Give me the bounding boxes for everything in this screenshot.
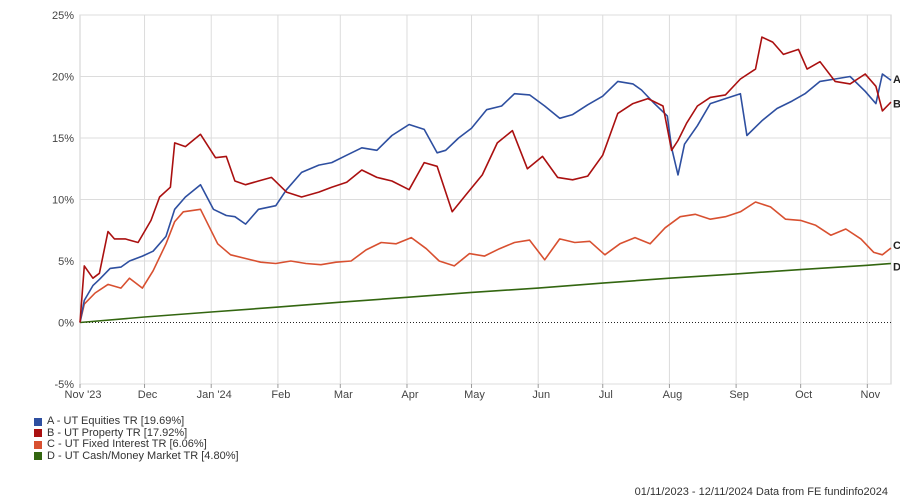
- legend-item-d: D - UT Cash/Money Market TR [4.80%]: [34, 449, 239, 463]
- x-tick-label: Oct: [795, 389, 812, 401]
- end-label-c: C: [893, 240, 900, 252]
- y-tick-label: -5%: [54, 379, 74, 391]
- data-source-footer: 01/11/2023 - 12/11/2024 Data from FE fun…: [634, 486, 888, 498]
- y-tick-label: 25%: [52, 10, 74, 22]
- x-tick-label: May: [464, 389, 485, 401]
- x-tick-label: Sep: [729, 389, 749, 401]
- series-line-a: [79, 73, 892, 323]
- x-tick-label: Nov '23: [65, 389, 102, 401]
- series-line-d: [79, 262, 892, 324]
- end-label-d: D: [893, 261, 900, 273]
- performance-chart: -5% 0% 5% 10% 15% 20% 25% Nov '23 Dec Jan '24 Feb…: [52, 10, 900, 401]
- y-tick-label: 15%: [52, 133, 74, 145]
- legend-item-c: C - UT Fixed Interest TR [6.06%]: [34, 438, 239, 451]
- legend-label-d: D - UT Cash/Money Market TR [4.80%]: [47, 449, 239, 462]
- x-tick-label: Mar: [334, 389, 353, 401]
- y-tick-label: 10%: [52, 195, 74, 207]
- legend-label-a: A - UT Equities TR [19.69%]: [47, 415, 185, 427]
- x-tick-label: Jun: [532, 389, 550, 401]
- x-tick-label: Dec: [138, 389, 158, 401]
- x-tick-label: Nov: [861, 389, 881, 401]
- x-tick-label: Apr: [401, 389, 418, 401]
- x-tick-label: Aug: [663, 389, 683, 401]
- legend-label-b: B - UT Property TR [17.92%]: [47, 426, 188, 439]
- y-tick-label: 0%: [58, 318, 74, 330]
- x-tick-label: Feb: [271, 389, 290, 401]
- series-end-labels: A B CD: [893, 74, 900, 274]
- y-tick-label: 5%: [58, 256, 74, 268]
- end-label-a: A: [893, 74, 900, 86]
- legend-swatch-c: [34, 440, 42, 449]
- x-axis-labels: Nov '23 Dec Jan '24 Feb Mar Apr May Jun Jul Aug Se…: [65, 389, 881, 401]
- legend-swatch-a: [34, 417, 42, 426]
- series-line-c: [79, 201, 892, 323]
- x-tick-label: Jul: [599, 389, 613, 401]
- chart-series: [79, 36, 892, 324]
- legend-label-c: C - UT Fixed Interest TR [6.06%]: [47, 438, 207, 450]
- y-axis-labels: -5% 0% 5% 10% 15% 20% 25%: [52, 10, 74, 391]
- series-line-b: [79, 36, 892, 323]
- chart-grid: [79, 14, 892, 388]
- chart-legend: A - UT Equities TR [19.69%] B - UT Prope…: [34, 415, 239, 463]
- x-tick-label: Jan '24: [197, 389, 232, 401]
- legend-item-b: B - UT Property TR [17.92%]: [34, 426, 239, 440]
- legend-swatch-d: [34, 452, 42, 461]
- y-tick-label: 20%: [52, 72, 74, 84]
- legend-item-a: A - UT Equities TR [19.69%]: [34, 415, 239, 428]
- legend-swatch-b: [34, 429, 42, 438]
- end-label-b: B: [893, 99, 900, 111]
